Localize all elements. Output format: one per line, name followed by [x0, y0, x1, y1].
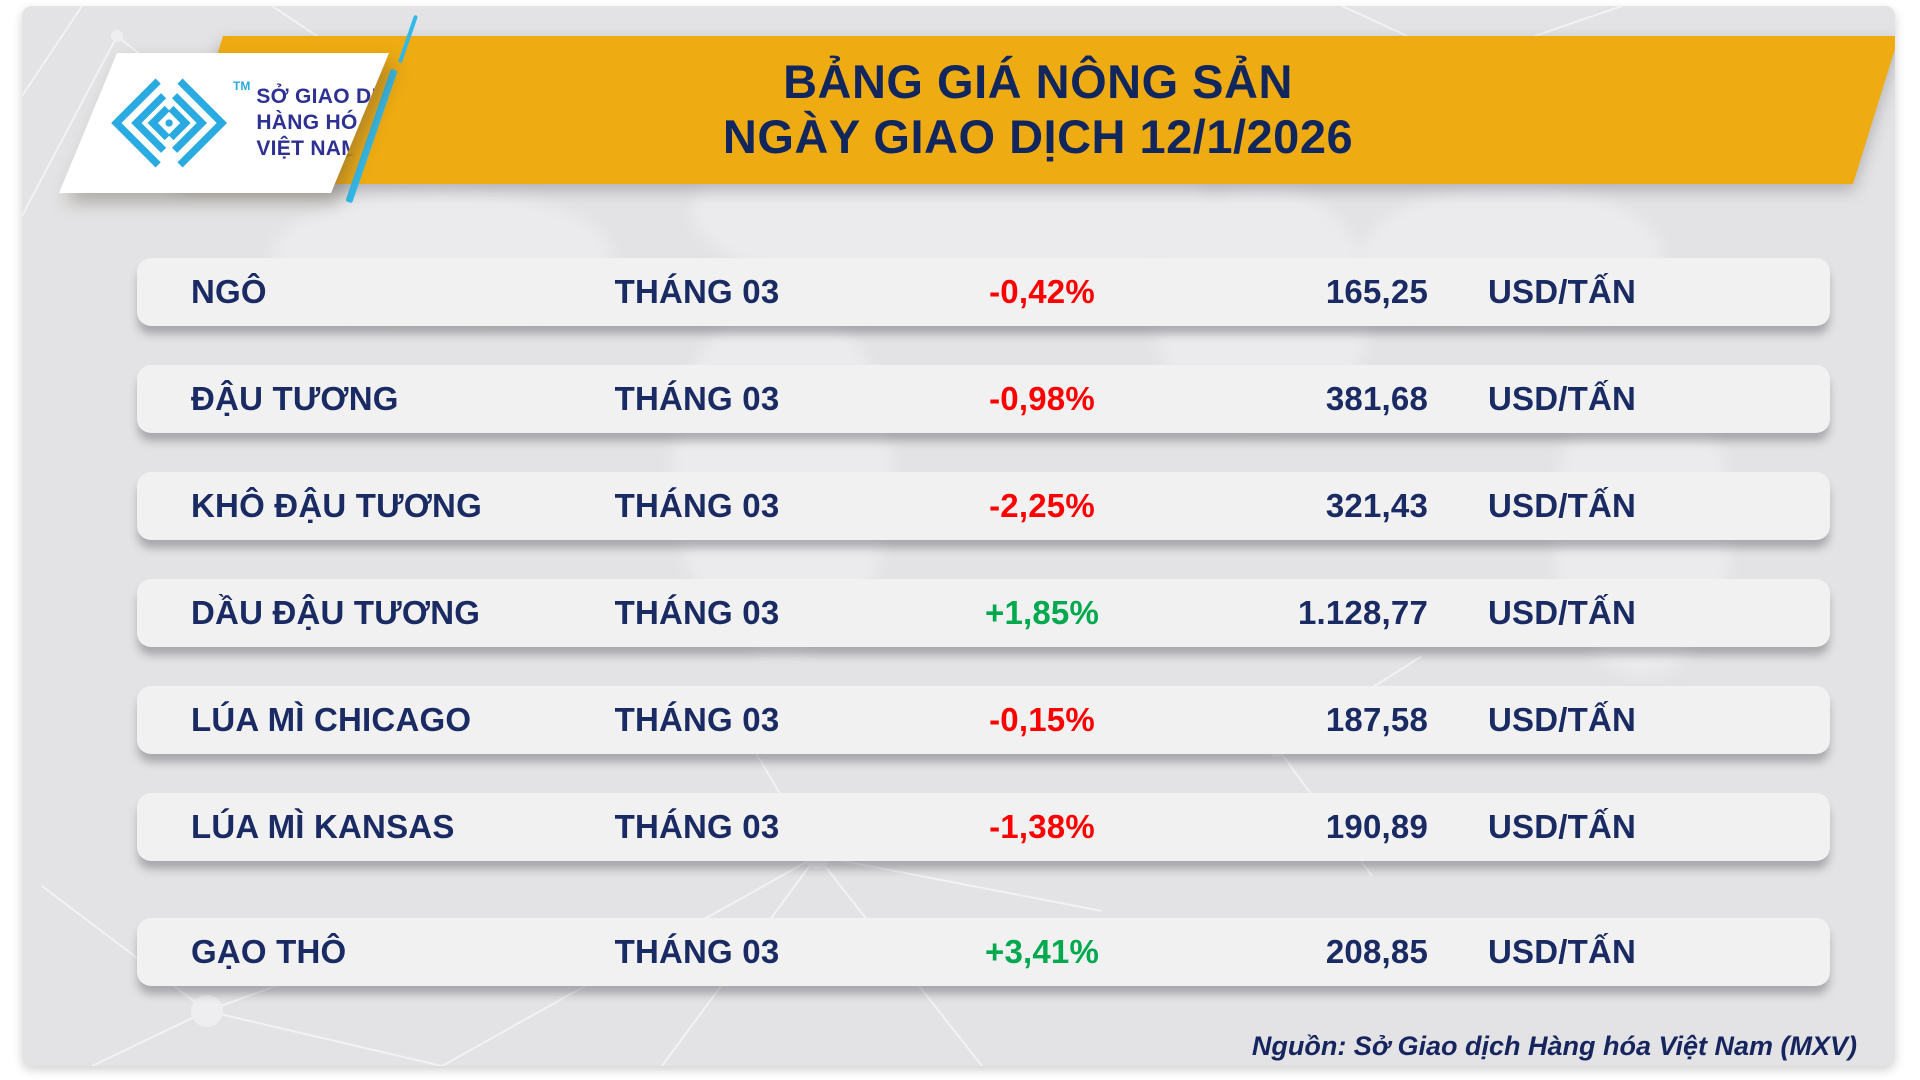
commodity-name: GẠO THÔ — [191, 933, 347, 970]
percent-change: +1,85% — [984, 594, 1100, 631]
commodity-name: NGÔ — [191, 273, 267, 310]
contract-month: THÁNG 03 — [614, 594, 780, 631]
price-value: 321,43 — [1325, 487, 1428, 524]
source-note: Nguồn: Sở Giao dịch Hàng hóa Việt Nam (M… — [1251, 1031, 1857, 1061]
commodity-name: LÚA MÌ KANSAS — [191, 808, 455, 845]
contract-month: THÁNG 03 — [614, 808, 780, 845]
logo-text-line3: VIỆT NAM — [256, 137, 360, 161]
mxv-logo-plate: TM SỞ GIAO DỊCH HÀNG HÓA VIỆT NAM — [59, 53, 389, 193]
price-unit: USD/TẤN — [1488, 701, 1637, 738]
price-value: 208,85 — [1325, 933, 1428, 970]
contract-month: THÁNG 03 — [614, 701, 780, 738]
logo-text-line2: HÀNG HÓA — [256, 110, 374, 134]
percent-change: -0,15% — [989, 701, 1095, 738]
header-banner: BẢNG GIÁ NÔNG SẢN NGÀY GIAO DỊCH 12/1/20… — [177, 36, 1895, 184]
price-value: 190,89 — [1325, 808, 1428, 845]
percent-change: -2,25% — [989, 487, 1095, 524]
percent-change: -0,42% — [989, 273, 1095, 310]
trademark-label: TM — [233, 79, 251, 93]
commodity-name: LÚA MÌ CHICAGO — [191, 701, 472, 738]
header-banner-shape: BẢNG GIÁ NÔNG SẢN NGÀY GIAO DỊCH 12/1/20… — [177, 36, 1895, 184]
price-value: 187,58 — [1325, 701, 1428, 738]
mxv-diamond-icon — [111, 78, 228, 168]
contract-month: THÁNG 03 — [614, 273, 780, 310]
table-row: LÚA MÌ KANSAS THÁNG 03 -1,38% 190,89 USD… — [137, 793, 1830, 861]
price-unit: USD/TẤN — [1488, 273, 1637, 310]
price-unit: USD/TẤN — [1488, 487, 1637, 524]
price-value: 381,68 — [1325, 380, 1428, 417]
price-value: 165,25 — [1325, 273, 1428, 310]
logo-text-line1: SỞ GIAO DỊCH — [256, 84, 409, 108]
table-row: LÚA MÌ CHICAGO THÁNG 03 -0,15% 187,58 US… — [137, 686, 1830, 754]
mxv-logo-text: SỞ GIAO DỊCH HÀNG HÓA VIỆT NAM — [256, 84, 409, 162]
contract-month: THÁNG 03 — [614, 487, 780, 524]
price-table: NGÔ THÁNG 03 -0,42% 165,25 USD/TẤN ĐẬU T… — [137, 258, 1830, 986]
mxv-logo: TM SỞ GIAO DỊCH HÀNG HÓA VIỆT NAM — [59, 53, 389, 193]
percent-change: -1,38% — [989, 808, 1095, 845]
commodity-name: DẦU ĐẬU TƯƠNG — [191, 594, 481, 631]
table-row: NGÔ THÁNG 03 -0,42% 165,25 USD/TẤN — [137, 258, 1830, 326]
contract-month: THÁNG 03 — [614, 933, 780, 970]
contract-month: THÁNG 03 — [614, 380, 780, 417]
commodity-name: ĐẬU TƯƠNG — [191, 380, 399, 417]
price-unit: USD/TẤN — [1488, 808, 1637, 845]
table-row: GẠO THÔ THÁNG 03 +3,41% 208,85 USD/TẤN — [137, 918, 1830, 986]
price-unit: USD/TẤN — [1488, 594, 1637, 631]
price-value: 1.128,77 — [1297, 594, 1428, 631]
commodity-name: KHÔ ĐẬU TƯƠNG — [191, 487, 482, 524]
price-unit: USD/TẤN — [1488, 933, 1637, 970]
price-unit: USD/TẤN — [1488, 380, 1637, 417]
percent-change: +3,41% — [984, 933, 1100, 970]
page-title-line1: BẢNG GIÁ NÔNG SẢN — [783, 55, 1293, 109]
table-row: ĐẬU TƯƠNG THÁNG 03 -0,98% 381,68 USD/TẤN — [137, 365, 1830, 433]
table-row: DẦU ĐẬU TƯƠNG THÁNG 03 +1,85% 1.128,77 U… — [137, 579, 1830, 647]
table-row: KHÔ ĐẬU TƯƠNG THÁNG 03 -2,25% 321,43 USD… — [137, 472, 1830, 540]
content-canvas: BẢNG GIÁ NÔNG SẢN NGÀY GIAO DỊCH 12/1/20… — [22, 6, 1895, 1066]
page-title-line2: NGÀY GIAO DỊCH 12/1/2026 — [722, 110, 1354, 163]
percent-change: -0,98% — [989, 380, 1095, 417]
